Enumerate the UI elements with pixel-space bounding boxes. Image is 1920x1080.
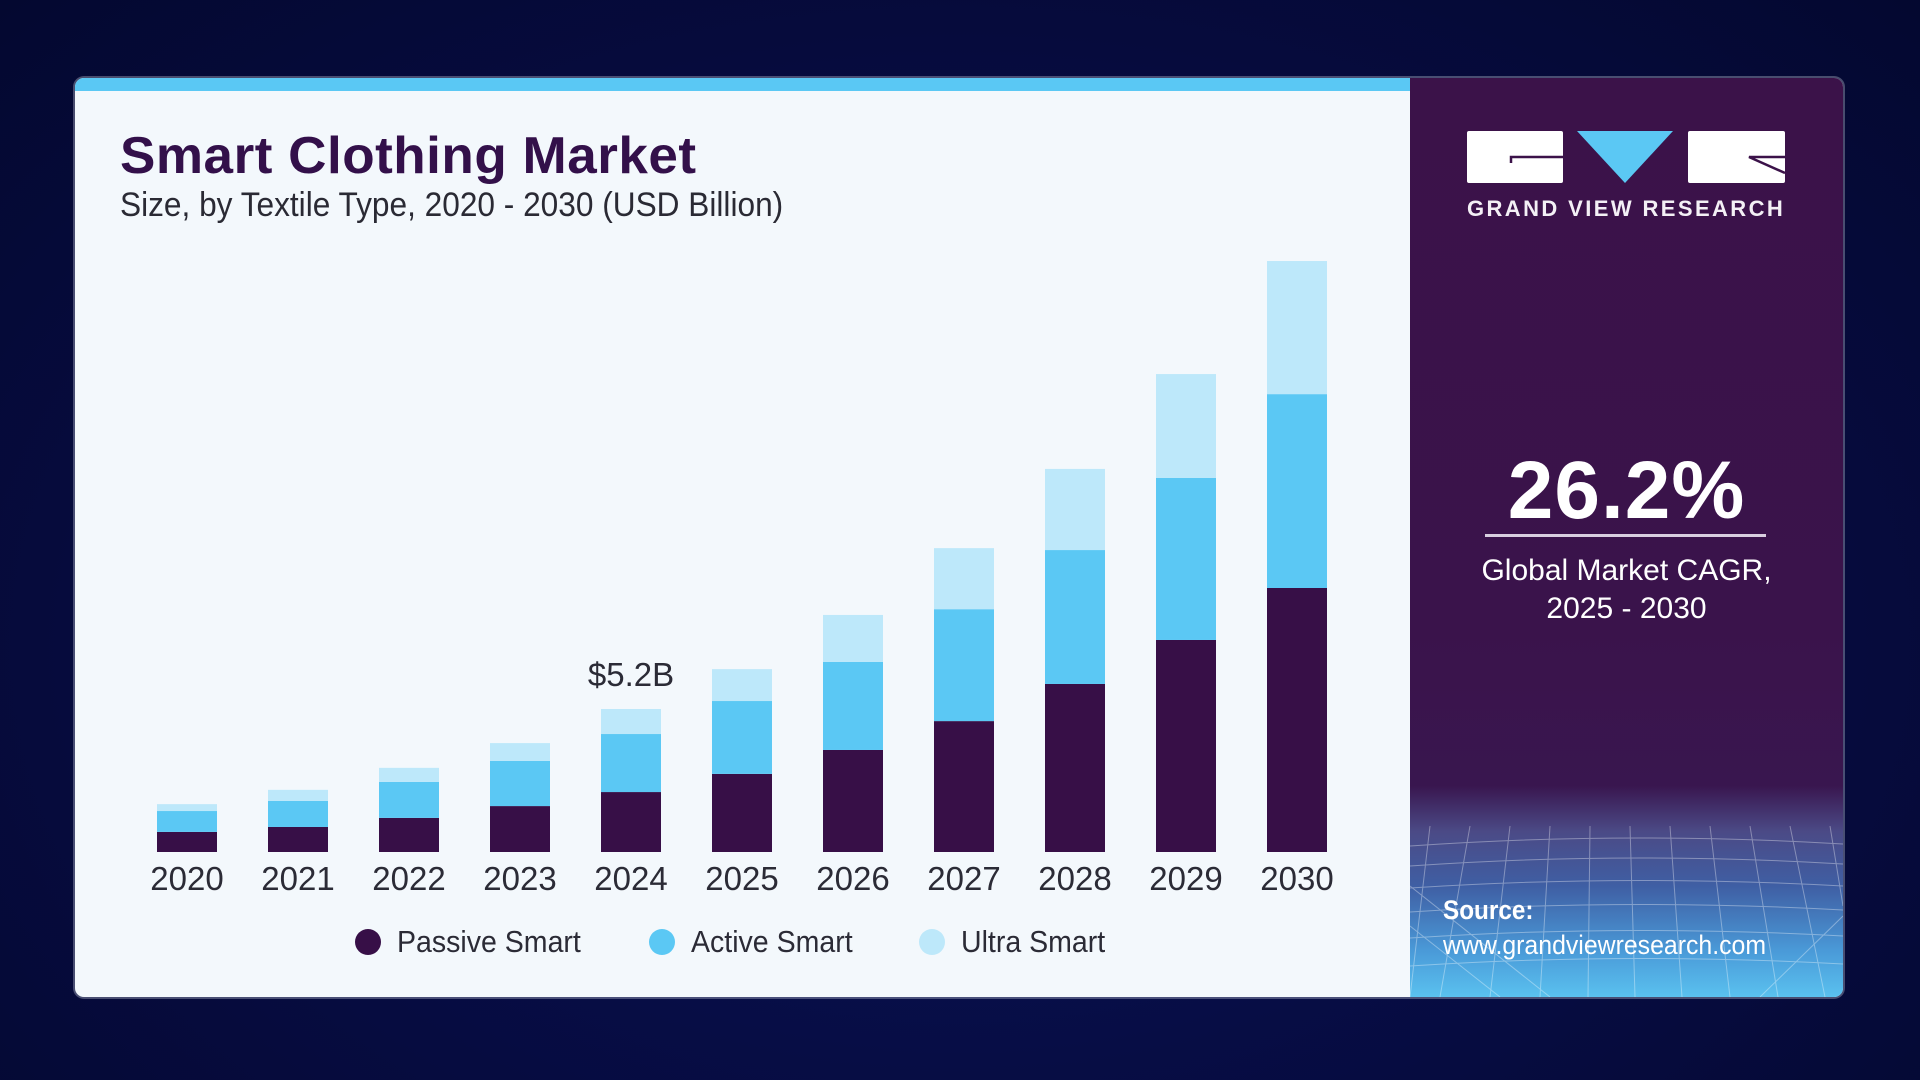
bar-ultra-smart-2029 [1156, 374, 1216, 478]
bar-passive-smart-2029 [1156, 639, 1216, 852]
cagr-value: 26.2% [1507, 445, 1746, 536]
bar-passive-smart-2021 [268, 826, 328, 852]
cagr-label-line1: Global Market CAGR, [1481, 554, 1772, 587]
bar-ultra-smart-2026 [823, 614, 883, 662]
x-tick-label: 2024 [594, 860, 667, 897]
accent-bar [75, 78, 1410, 91]
bar-ultra-smart-2021 [268, 789, 328, 801]
x-tick-label: 2023 [483, 860, 556, 897]
bar-passive-smart-2024 [601, 792, 661, 852]
divider [1485, 534, 1766, 537]
bar-ultra-smart-2027 [934, 548, 994, 610]
bar-passive-smart-2025 [712, 773, 772, 852]
bar-passive-smart-2022 [379, 817, 439, 852]
bar-active-smart-2025 [712, 701, 772, 774]
cagr-label-line2: 2025 - 2030 [1546, 592, 1707, 625]
bar-active-smart-2022 [379, 781, 439, 818]
x-tick-label: 2020 [150, 860, 223, 897]
bar-active-smart-2021 [268, 800, 328, 827]
chart-title: Smart Clothing Market [120, 127, 697, 185]
brand-name: GRAND VIEW RESEARCH [1467, 196, 1786, 221]
bar-passive-smart-2026 [823, 749, 883, 852]
x-tick-label: 2027 [927, 860, 1000, 897]
bar-passive-smart-2023 [490, 806, 550, 852]
bar-ultra-smart-2024 [601, 709, 661, 735]
chart-subtitle: Size, by Textile Type, 2020 - 2030 (USD … [120, 186, 784, 224]
bar-active-smart-2029 [1156, 478, 1216, 640]
bar-active-smart-2030 [1267, 394, 1327, 588]
cagr-label: Global Market CAGR, 2025 - 2030 [1410, 552, 1843, 628]
bar-ultra-smart-2022 [379, 767, 439, 782]
bar-passive-smart-2030 [1267, 588, 1327, 852]
x-tick-label: 2025 [705, 860, 778, 897]
chart-legend: Passive Smart Active Smart Ultra Smart [355, 924, 1169, 960]
bar-passive-smart-2028 [1045, 683, 1105, 852]
x-tick-label: 2022 [372, 860, 445, 897]
chart-card: Smart Clothing Market Size, by Textile T… [75, 78, 1843, 997]
source-title: Source: [1443, 895, 1534, 925]
gvr-logo-icon [1467, 131, 1785, 183]
legend-dot-icon [648, 929, 675, 955]
stacked-bar-chart: 2020 2021 2022 2023 2024 $5.2B 2025 2026 2027 202… [150, 261, 1334, 897]
info-panel: GRAND VIEW RESEARCH 26.2% Global Market … [1410, 78, 1843, 997]
source-url-link[interactable]: www.grandviewresearch.com [1443, 930, 1767, 960]
bar-passive-smart-2027 [934, 721, 994, 852]
legend-label: Passive Smart [397, 924, 581, 959]
bar-ultra-smart-2023 [490, 743, 550, 761]
bar-active-smart-2028 [1045, 550, 1105, 684]
bar-active-smart-2024 [601, 734, 661, 793]
x-tick-label: 2021 [261, 860, 334, 897]
bar-active-smart-2026 [823, 661, 883, 750]
bar-passive-smart-2020 [157, 831, 217, 852]
legend-dot-icon [355, 929, 381, 955]
x-tick-label: 2028 [1038, 860, 1111, 897]
bar-ultra-smart-2025 [712, 669, 772, 702]
x-tick-label: 2030 [1260, 860, 1333, 897]
legend-item: Ultra Smart [918, 924, 1118, 960]
bar-ultra-smart-2028 [1045, 468, 1105, 551]
legend-label: Ultra Smart [960, 924, 1105, 959]
x-tick-label: 2026 [816, 860, 889, 897]
x-tick-label: 2029 [1149, 860, 1222, 897]
bar-ultra-smart-2020 [157, 804, 217, 812]
legend-label: Active Smart [690, 924, 853, 959]
source: Source: www.grandviewresearch.com [1443, 893, 1794, 963]
mesh-pattern [1410, 826, 1843, 997]
legend-item: Active Smart [648, 924, 867, 960]
bar-active-smart-2023 [490, 760, 550, 807]
bar-ultra-smart-2030 [1267, 261, 1327, 395]
legend-dot-icon [918, 929, 945, 955]
bar-active-smart-2020 [157, 811, 217, 832]
legend-item: Passive Smart [355, 924, 597, 960]
bar-active-smart-2027 [934, 609, 994, 722]
value-annotation: $5.2B [588, 656, 674, 693]
